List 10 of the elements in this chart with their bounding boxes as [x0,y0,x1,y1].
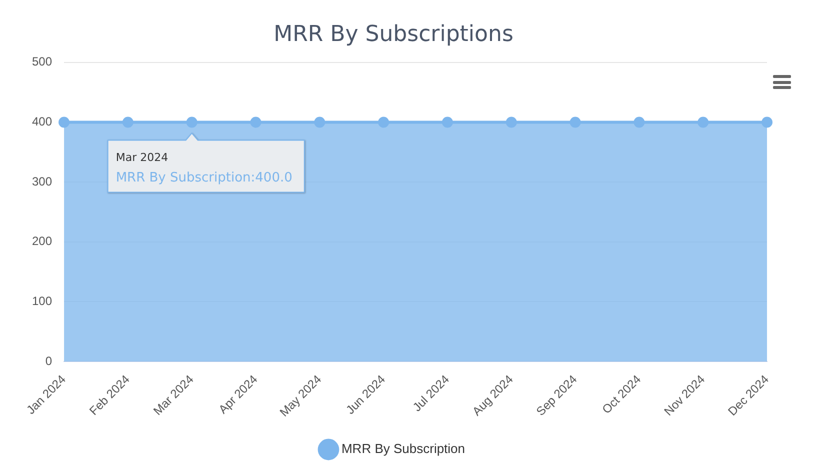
chart-title: MRR By Subscriptions [274,22,514,47]
legend-label: MRR By Subscription [341,441,466,456]
y-tick-label: 200 [32,234,52,248]
y-tick-label: 400 [32,114,52,129]
y-tick-label: 500 [32,54,52,69]
annotation: Mar 2024 [116,151,168,164]
y-tick-label: 100 [32,294,52,308]
y-tick-label: 300 [32,174,52,188]
y-tick-label: 0 [45,354,52,368]
annotation: MRR By Subscription:400.0 [116,170,292,186]
